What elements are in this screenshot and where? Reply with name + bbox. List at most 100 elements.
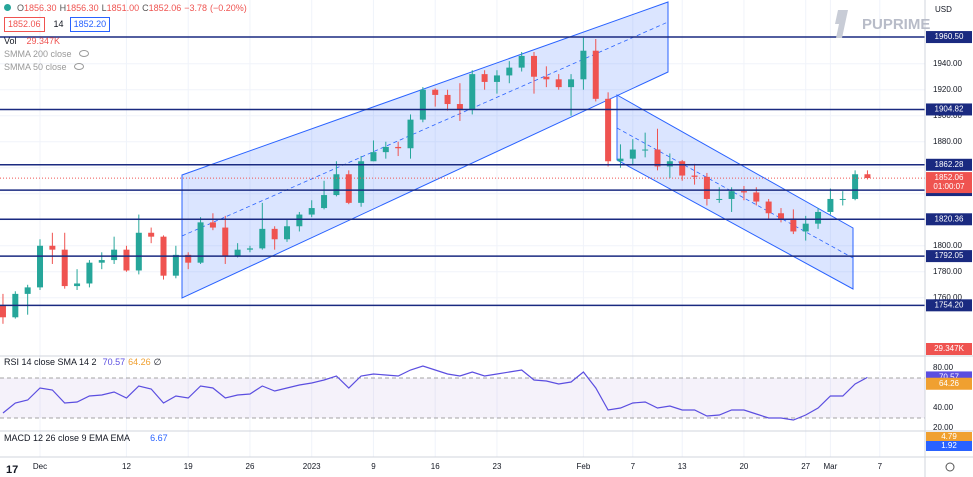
candle-body [469,74,476,110]
change: −3.78 [184,3,207,13]
candle-body [222,227,229,257]
macd-title: MACD 12 26 close 9 EMA EMA [4,433,131,443]
x-tick-label: 9 [371,462,376,471]
candle-body [333,174,340,196]
level-tag-label: 1862.28 [935,160,964,169]
macd-readout: 6.67 [150,433,168,443]
x-tick-label: 16 [431,462,440,471]
level-tag-label: 1754.20 [935,300,964,309]
y-tick-label: 1880.00 [933,137,962,146]
indicator-row: SMMA 200 close [4,48,92,61]
macd-tag [926,441,972,451]
level-tag-label: 1792.05 [935,251,964,260]
candle-body [123,249,130,271]
candle-body [111,249,118,261]
countdown: 01:00:07 [933,182,965,191]
last-price-label: 1852.06 [935,173,964,182]
candle-body [432,89,439,95]
rsi-tag-label: 70.57 [939,373,960,382]
candle-body [778,213,785,219]
candle-body [456,104,463,110]
x-tick-label: 27 [801,462,810,471]
volume-value: 29.347K [26,36,61,46]
candle-body [629,149,636,159]
rsi-title: RSI 14 close SMA 14 2 [4,357,97,367]
ohlc-value: 1851.00 [106,3,140,13]
candle-body [24,287,31,294]
candle-body [568,79,575,88]
eye-icon [78,50,89,57]
ohlc-value: 1856.30 [24,3,57,13]
y-tick-label: 1940.00 [933,59,962,68]
ohlc-legend: O1856.30 H1856.30 L1851.00 C1852.06 −3.78 (−0… [4,2,250,15]
ask: 1852.20 [69,17,111,32]
candle-body [382,146,389,153]
currency: USD [935,5,952,14]
rsi-sma: 64.26 [128,357,151,367]
candle-body [654,149,661,167]
candle-body [407,119,414,149]
candle-body [61,249,68,287]
rsi-value: 70.57 [102,357,126,367]
candle-body [98,260,105,263]
candle-body [790,218,797,232]
change-pct: (−0.20%) [210,3,247,13]
y-tick-label: 1800.00 [933,241,962,250]
candle-body [197,222,204,263]
x-tick-label: 19 [184,462,193,471]
x-tick-label: 2023 [303,462,321,471]
ohlc-key: O [17,3,25,13]
tv-logo: 17 [6,464,18,476]
candle-body [506,67,513,76]
x-tick-label: 7 [878,462,883,471]
rsi-extra: ∅ [153,357,162,367]
candle-body [86,262,93,284]
candle-body [321,195,328,209]
candle-body [296,214,303,227]
rsi-legend: RSI 14 close SMA 14 2 70.57 64.26 ∅ [4,356,164,369]
level-tag [926,250,972,263]
ascending-channel [181,1,669,299]
candle-body [691,175,698,177]
candle-body [815,211,822,224]
candle-body [642,149,649,151]
quote-legend: 1852.06 14 1852.20 [4,17,113,32]
ohlc-key: L [101,3,107,13]
x-tick-label: 23 [493,462,502,471]
level-tag [926,213,972,226]
level-tag-label: 1960.50 [935,32,964,41]
x-tick-label: 13 [678,462,687,471]
eye-icon [73,63,84,70]
candle-body [0,305,6,318]
price-axis [925,0,973,477]
candle-body [172,254,179,276]
x-tick-label: Dec [33,462,47,471]
candle-body [74,283,81,287]
marks [0,36,925,421]
candle-body [284,226,291,240]
candle-body [444,94,451,105]
candle-body [49,245,56,250]
rsi-tag-label: 64.26 [939,379,960,388]
indicator-name: SMMA 50 close [4,62,67,72]
level-tag-label: 1904.82 [935,105,964,114]
volume-legend: Vol 29.347K [4,35,92,48]
rsi-tick-label: 20.00 [933,423,954,432]
candle-body [185,254,192,263]
x-tick-label: 7 [631,462,636,471]
candle-body [827,198,834,212]
level-tag [926,158,972,171]
x-tick-label: Mar [824,462,838,471]
indicator-legend: Vol 29.347K SMMA 200 close SMMA 50 close [4,35,92,74]
candle-body [753,192,760,202]
candle-body [728,191,735,199]
settings-icon[interactable] [945,462,955,472]
volume-name: Vol [4,36,17,46]
channel-midline [181,21,669,237]
last-price-tag [926,172,972,194]
level-tag-label: 1820.36 [935,214,964,223]
candle-body [802,223,809,232]
y-tick-label: 1920.00 [933,85,962,94]
candle-body [481,74,488,82]
candle-body [518,55,525,68]
